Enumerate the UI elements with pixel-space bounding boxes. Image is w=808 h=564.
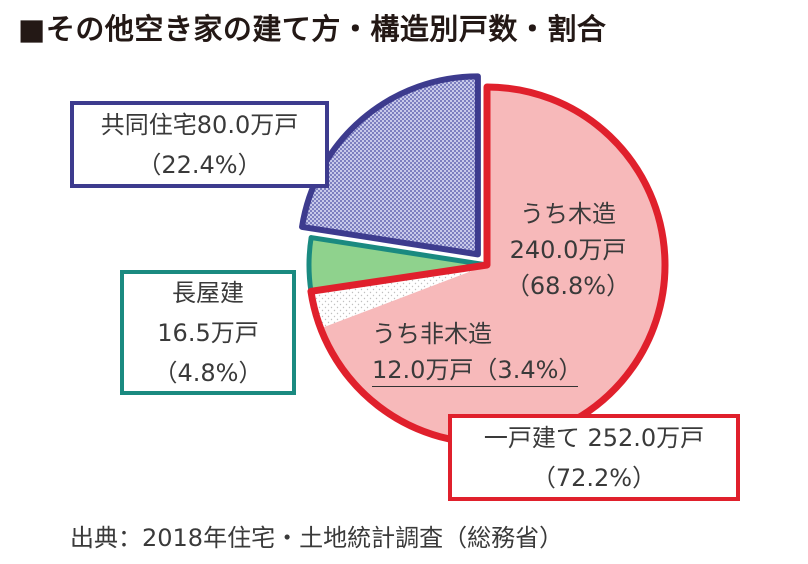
himokuzo-label-underline [372,386,578,387]
himokuzo-label-line2: 12.0万戸（3.4%） [372,356,583,384]
mokuzo-label-line2: 240.0万戸 [509,236,627,264]
nagaya-label-line2: 16.5万戸 [157,318,259,347]
nagaya-label-line3: （4.8%） [153,358,263,387]
source-note: 出典：2018年住宅・土地統計調査（総務省） [70,524,564,552]
group-outline-ikkodate [307,83,669,447]
mokuzo-label-line3: （68.8%） [505,272,631,300]
pie-slice-2 [310,265,487,329]
ikko-label-line1: 一戸建て 252.0万戸 [483,423,705,452]
callout-kyodo: 共同住宅80.0万戸 （22.4%） [70,101,329,188]
callout-nagaya: 長屋建 16.5万戸 （4.8%） [120,270,296,395]
chart-title: ■その他空き家の建て方・構造別戸数・割合 [18,12,607,46]
himokuzo-label-line1: うち非木造 [372,320,492,348]
pie-slice-4 [299,73,481,258]
mokuzo-label: うち木造 240.0万戸 （68.8%） [502,196,634,304]
kyodo-label-line2: （22.4%） [137,150,262,179]
kyodo-label-line1: 共同住宅80.0万戸 [100,110,299,139]
callout-ikko: 一戸建て 252.0万戸 （72.2%） [448,414,740,501]
mokuzo-label-line1: うち木造 [520,200,616,228]
himokuzo-label: うち非木造 12.0万戸（3.4%） [372,316,582,388]
ikko-label-line2: （72.2%） [531,463,657,492]
pie-slice-1 [320,87,665,443]
nagaya-label-line1: 長屋建 [172,278,244,307]
